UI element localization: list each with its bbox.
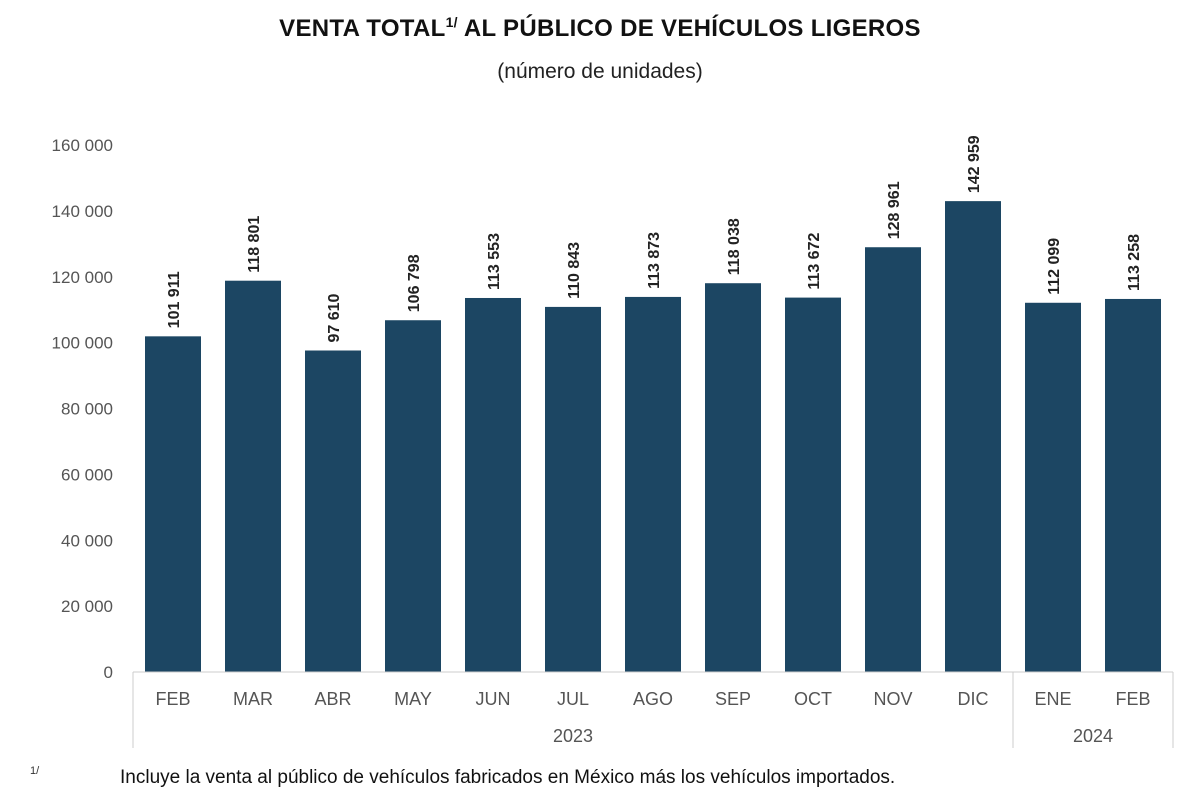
data-label: 112 099: [1046, 238, 1063, 295]
bar: [225, 280, 281, 672]
y-tick-label: 20 000: [61, 597, 113, 616]
data-label: 113 553: [486, 233, 503, 290]
x-tick-label: MAY: [394, 689, 432, 709]
data-label: 110 843: [566, 242, 583, 299]
x-tick-label: ABR: [314, 689, 351, 709]
data-label: 101 911: [166, 271, 183, 328]
bar: [465, 297, 521, 672]
bar: [1105, 298, 1161, 672]
bar: [705, 283, 761, 672]
x-tick-label: FEB: [155, 689, 190, 709]
data-label: 128 961: [886, 181, 903, 239]
data-label: 118 801: [246, 216, 263, 273]
bar: [865, 247, 921, 672]
data-label: 97 610: [326, 293, 343, 342]
x-tick-label: SEP: [715, 689, 751, 709]
x-tick-label: JUN: [476, 689, 511, 709]
x-tick-label: FEB: [1115, 689, 1150, 709]
data-label: 106 798: [406, 254, 423, 312]
title-superscript: 1/: [445, 14, 458, 30]
x-tick-label: ENE: [1034, 689, 1071, 709]
x-tick-label: AGO: [633, 689, 673, 709]
x-tick-label: JUL: [557, 689, 589, 709]
bar: [785, 297, 841, 672]
bar: [545, 306, 601, 672]
data-label: 118 038: [726, 218, 743, 275]
chart-title: VENTA TOTAL1/ AL PÚBLICO DE VEHÍCULOS LI…: [0, 14, 1200, 43]
bar: [945, 201, 1001, 673]
bar: [385, 320, 441, 672]
x-tick-label: NOV: [873, 689, 912, 709]
year-label: 2024: [1073, 726, 1113, 746]
chart-subtitle: (número de unidades): [497, 60, 703, 83]
x-tick-label: DIC: [958, 689, 989, 709]
data-label: 113 873: [646, 232, 663, 289]
y-tick-label: 120 000: [52, 268, 113, 287]
footnote-mark: 1/: [30, 765, 40, 777]
year-label: 2023: [553, 726, 593, 746]
y-tick-label: 160 000: [52, 136, 113, 155]
bar: [145, 336, 201, 672]
title-main: VENTA TOTAL: [279, 15, 446, 42]
footnote: Incluye la venta al público de vehículos…: [120, 767, 896, 788]
data-label: 113 258: [1126, 234, 1143, 291]
y-tick-label: 0: [104, 663, 113, 682]
bar: [625, 296, 681, 672]
data-label: 142 959: [966, 135, 983, 193]
data-label: 113 672: [806, 233, 823, 290]
y-tick-label: 80 000: [61, 400, 113, 419]
title-rest: AL PÚBLICO DE VEHÍCULOS LIGEROS: [463, 15, 921, 42]
bar: [1025, 302, 1081, 672]
y-tick-label: 60 000: [61, 465, 113, 484]
y-tick-label: 100 000: [52, 334, 113, 353]
bar: [305, 350, 361, 672]
x-tick-label: OCT: [794, 689, 832, 709]
y-tick-label: 40 000: [61, 531, 113, 550]
x-tick-label: MAR: [233, 689, 273, 709]
y-tick-label: 140 000: [52, 202, 113, 221]
